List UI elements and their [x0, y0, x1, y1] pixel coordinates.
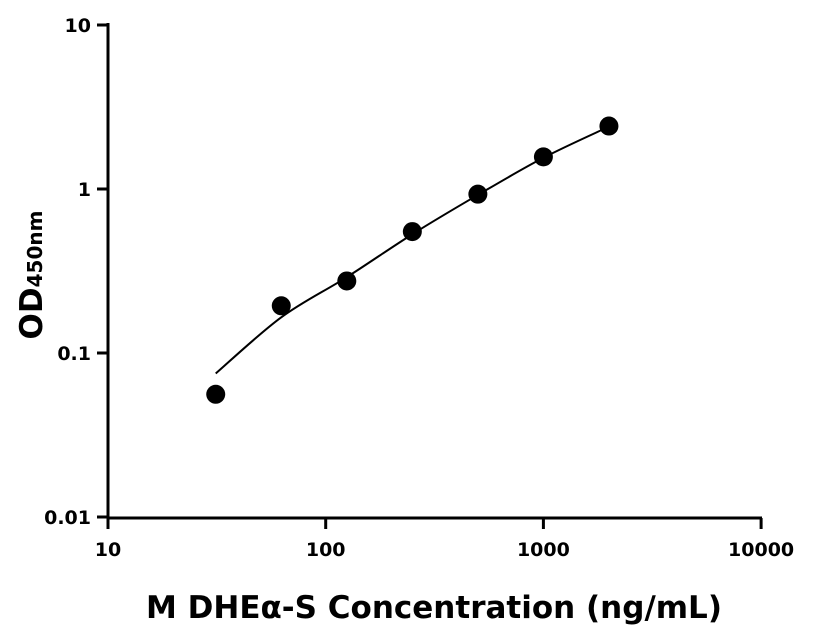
data-point: [402, 222, 422, 242]
data-point: [533, 147, 553, 167]
x-axis-label: M DHEα-S Concentration (ng/mL): [146, 590, 722, 626]
x-ticks-group: 10 100 1000 10000: [95, 518, 794, 561]
x-tick-label: 10: [95, 539, 121, 561]
data-point: [206, 384, 226, 404]
y-axis-label-main: OD: [14, 287, 50, 339]
data-point: [271, 296, 291, 316]
data-point: [337, 271, 357, 291]
data-point: [599, 116, 619, 136]
data-point: [468, 184, 488, 204]
y-ticks-group: 0.01 0.1 1 10: [44, 15, 108, 529]
y-tick-label: 0.01: [44, 507, 91, 529]
y-tick-label: 0.1: [57, 343, 91, 365]
y-tick-label: 10: [65, 15, 91, 37]
y-tick-label: 1: [78, 179, 91, 201]
x-tick-label: 10000: [728, 539, 794, 561]
y-axis-label: OD450nm: [14, 211, 50, 340]
data-points-group: [206, 116, 619, 404]
x-tick-label: 100: [306, 539, 346, 561]
y-axis-label-subscript: 450nm: [23, 211, 47, 288]
x-tick-label: 1000: [517, 539, 570, 561]
